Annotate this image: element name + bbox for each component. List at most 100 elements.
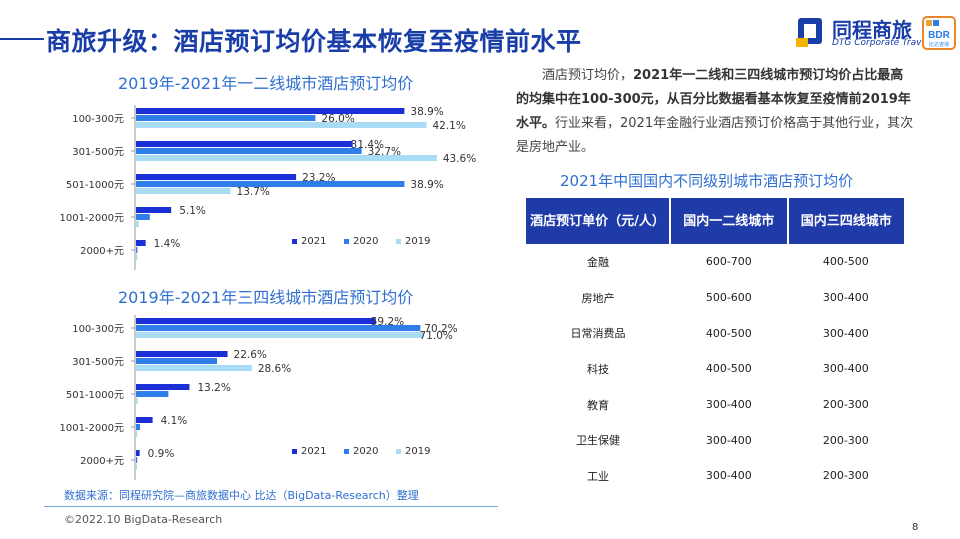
summary-bold: 2021年一二线和三四线城市预订均价占比最高的均集中在100-300元，从百分比…: [516, 68, 911, 131]
data-label: 4.1%: [161, 415, 188, 427]
bar-2019: [136, 365, 252, 371]
data-label: 13.2%: [197, 382, 230, 394]
data-label: 31.4%: [351, 139, 384, 151]
data-label: 26.0%: [321, 113, 354, 125]
table-header-tier12: 国内一二线城市: [670, 198, 789, 244]
bar-2021: [136, 240, 146, 246]
table-header-price: 酒店预订单价（元/人）: [526, 198, 671, 244]
table-title: 2021年中国国内不同级别城市酒店预订均价: [560, 172, 854, 190]
bar-2019: [136, 155, 437, 161]
bar-2020: [136, 358, 217, 364]
bar-2020: [136, 325, 421, 331]
bar-2019: [136, 254, 138, 260]
chart2-title: 2019年-2021年三四线城市酒店预订均价: [118, 288, 414, 307]
bar-2021: [136, 450, 140, 456]
legend-swatch-2020: [344, 449, 349, 454]
summary-lead: 酒店预订均价，: [542, 68, 634, 83]
tick-label: 501-1000元: [66, 390, 124, 401]
brand-logo: 同程商旅 DTG Corporate Travel BDR 比达咨询: [796, 12, 960, 54]
table-row: 教育 300-400 200-300: [587, 398, 869, 412]
bdr-badge-text: BDR: [928, 30, 950, 41]
title-left-rule: [0, 38, 44, 40]
data-label: 22.6%: [234, 349, 267, 361]
copyright: ©2022.10 BigData-Research: [64, 513, 223, 526]
tick-label: 301-500元: [72, 357, 124, 368]
table-row: 房地产 500-600 300-400: [581, 291, 869, 305]
bdr-logo-icon: BDR 比达咨询: [922, 16, 956, 50]
bar-2019: [136, 122, 427, 128]
data-label: 38.9%: [410, 179, 443, 191]
data-label: 43.6%: [443, 153, 476, 165]
legend-label-2019: 2019: [405, 236, 430, 247]
table-row: 卫生保健 300-400 200-300: [576, 433, 869, 448]
bar-2020: [136, 181, 405, 187]
logo-chinese-name: 同程商旅: [832, 18, 912, 42]
bar-2020: [136, 457, 138, 463]
tick-label: 501-1000元: [66, 180, 124, 191]
data-source: 数据来源：同程研究院—商旅数据中心 比达（BigData-Research）整理: [64, 489, 419, 502]
tick-label: 1001-2000元: [59, 423, 124, 434]
summary-paragraph: 酒店预订均价，2021年一二线和三四线城市预订均价占比最高的均集中在100-30…: [516, 64, 916, 160]
legend-swatch-2019: [396, 449, 401, 454]
table-row: 金融 600-700 400-500: [587, 255, 869, 269]
tick-label: 301-500元: [72, 147, 124, 158]
table-row: 科技 400-500 300-400: [587, 362, 869, 376]
tongcheng-logo-icon: [796, 18, 822, 47]
page-number: 8: [912, 522, 919, 533]
bar-2021: [136, 108, 405, 114]
bar-2021: [136, 384, 190, 390]
data-label: 5.1%: [179, 205, 206, 217]
bar-2020: [136, 148, 362, 154]
data-label: 1.4%: [154, 238, 181, 250]
tick-label: 2000+元: [80, 456, 124, 467]
chart-tier34-hotel-price: 100-300元 59.2% 70.2%71.0% 301-500元 22.6% 28.6…: [59, 315, 458, 480]
tick-label: 1001-2000元: [59, 213, 124, 224]
bar-2021: [136, 318, 376, 324]
bar-2020: [136, 214, 150, 220]
data-label: 28.6%: [258, 363, 291, 375]
data-label: 59.2%: [371, 316, 404, 328]
bar-2020: [136, 247, 138, 253]
table-row: 日常消费品 400-500 300-400: [570, 326, 869, 341]
bar-2021: [136, 351, 228, 357]
bar-2021: [136, 141, 353, 147]
chart1-title: 2019年-2021年一二线城市酒店预订均价: [118, 74, 414, 93]
legend-swatch-2020: [344, 239, 349, 244]
data-label: 38.9%: [410, 106, 443, 118]
bar-2019: [136, 188, 231, 194]
bar-2020: [136, 115, 316, 121]
legend-swatch-2021: [292, 449, 297, 454]
legend-label-2020: 2020: [353, 446, 378, 457]
data-label: 70.2%: [424, 323, 457, 335]
bar-2020: [136, 391, 169, 397]
summary-tail: 行业来看，2021年金融行业酒店预订价格高于其他行业，其次是房地产业。: [516, 116, 914, 155]
bdr-badge-subtext: 比达咨询: [929, 41, 949, 48]
footer-rule: [44, 506, 498, 507]
bar-2019: [136, 398, 138, 404]
legend-label-2020: 2020: [353, 236, 378, 247]
table-header-tier34: 国内三四线城市: [787, 198, 904, 244]
logo-english-name: DTG Corporate Travel: [832, 38, 930, 48]
data-label: 42.1%: [432, 120, 465, 132]
bar-2019: [136, 431, 138, 437]
bar-2021: [136, 417, 153, 423]
page-title: 商旅升级：酒店预订均价基本恢复至疫情前水平: [46, 27, 582, 56]
bar-2019: [136, 464, 137, 470]
bar-2021: [136, 174, 297, 180]
tick-label: 100-300元: [72, 324, 124, 335]
legend-label-2019: 2019: [405, 446, 430, 457]
chart-tier12-hotel-price: 100-300元 38.9% 26.0% 42.1% 301-500元 31.4%32.7…: [59, 105, 476, 270]
bar-2020: [136, 424, 141, 430]
industry-price-table: 酒店预订单价（元/人） 国内一二线城市 国内三四线城市 金融 600-700 400…: [526, 198, 904, 494]
table-row: 工业 300-400 200-300: [587, 469, 869, 483]
data-label: 13.7%: [237, 186, 270, 198]
tick-label: 100-300元: [72, 114, 124, 125]
data-label: 71.0%: [420, 330, 453, 342]
bar-2019: [136, 221, 139, 227]
data-label: 23.2%: [302, 172, 335, 184]
legend-swatch-2021: [292, 239, 297, 244]
tick-label: 2000+元: [80, 246, 124, 257]
bar-2019: [136, 332, 424, 338]
data-label: 32.7%: [368, 146, 401, 158]
legend-swatch-2019: [396, 239, 401, 244]
